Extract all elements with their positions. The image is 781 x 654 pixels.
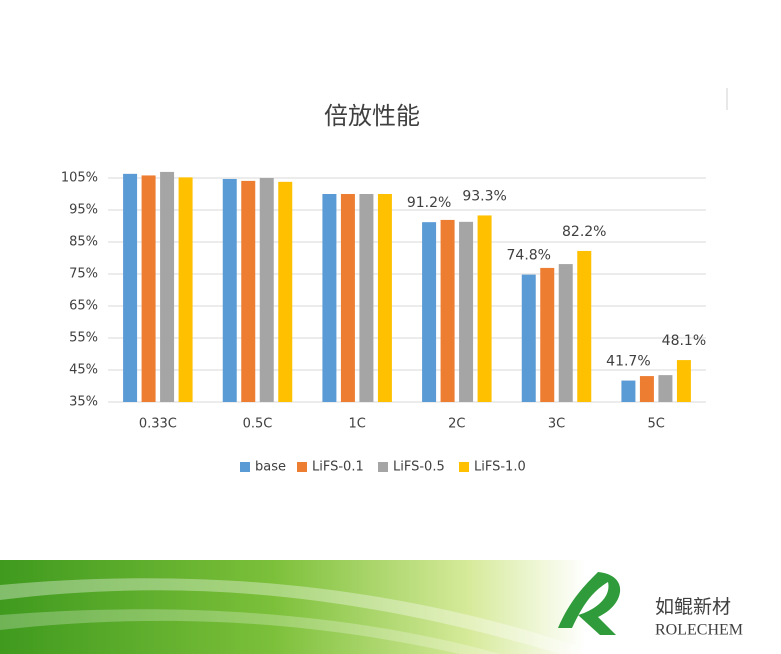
bar <box>676 360 691 402</box>
footer-swoosh <box>0 609 500 654</box>
y-tick-label: 65% <box>69 299 98 314</box>
y-tick-label: 35% <box>69 395 98 410</box>
bar <box>241 180 256 402</box>
value-label: 91.2% <box>407 195 451 211</box>
logo: 如鲲新材 ROLECHEM <box>558 572 743 639</box>
x-tick-label: 5C <box>647 417 664 432</box>
bar <box>340 194 355 402</box>
bar <box>621 380 636 402</box>
value-label: 74.8% <box>507 248 551 264</box>
x-tick-label: 0.33C <box>139 417 177 432</box>
y-tick-label: 55% <box>69 331 98 346</box>
footer-gradient <box>0 560 781 654</box>
footer-band <box>0 560 781 654</box>
legend-label: LiFS-0.5 <box>393 460 445 475</box>
bar <box>521 274 536 402</box>
legend-swatch <box>240 462 250 472</box>
chart-title: 倍放性能 <box>324 102 420 130</box>
bar <box>322 194 337 402</box>
bar <box>577 250 592 402</box>
logo-mark <box>558 572 621 635</box>
bar <box>639 376 654 402</box>
logo-brand: ROLECHEM <box>655 622 743 639</box>
x-tick-label: 2C <box>448 417 465 432</box>
legend-label: base <box>255 460 286 475</box>
bar <box>540 267 555 402</box>
bar <box>459 221 474 402</box>
logo-name: 如鲲新材 <box>655 596 731 618</box>
bar <box>377 194 392 402</box>
bar <box>558 264 573 402</box>
bar <box>477 215 492 402</box>
legend-swatch <box>378 462 388 472</box>
bar <box>440 219 455 402</box>
y-tick-label: 85% <box>69 235 98 250</box>
bar <box>222 178 237 402</box>
value-label: 93.3% <box>462 188 506 204</box>
legend-swatch <box>459 462 469 472</box>
bar <box>422 222 437 402</box>
legend-swatch <box>297 462 307 472</box>
value-label: 41.7% <box>606 354 650 370</box>
bar <box>123 173 138 402</box>
bar <box>278 181 293 402</box>
y-tick-label: 105% <box>61 171 98 186</box>
plot: 35% 45% 55% 65% 75% 85% 95% 105% 0.33C 0.5C 1C 2C 91… <box>61 171 706 475</box>
bar <box>658 375 673 402</box>
bar <box>178 177 193 402</box>
legend-label: LiFS-1.0 <box>474 460 526 475</box>
x-tick-label: 1C <box>348 417 365 432</box>
y-tick-label: 75% <box>69 267 98 282</box>
x-tick-label: 0.5C <box>243 417 273 432</box>
value-label: 82.2% <box>562 224 606 240</box>
bar <box>259 178 274 402</box>
value-label: 48.1% <box>662 333 706 349</box>
x-tick-label: 3C <box>548 417 565 432</box>
bar <box>141 175 156 402</box>
y-tick-label: 95% <box>69 203 98 218</box>
footer-swoosh <box>0 578 600 654</box>
bar <box>160 171 175 402</box>
y-tick-label: 45% <box>69 363 98 378</box>
legend-label: LiFS-0.1 <box>312 460 364 475</box>
bar <box>359 194 374 402</box>
